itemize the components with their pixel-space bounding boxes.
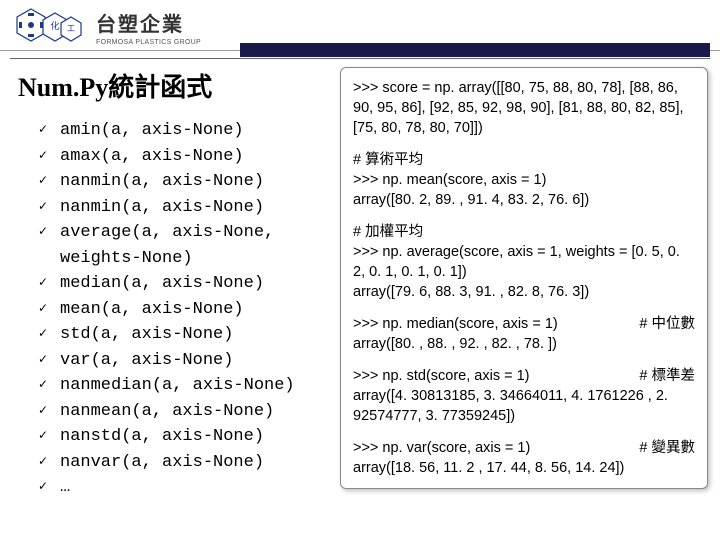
code-line: >>> np. average(score, axis = 1, weights… [353, 242, 695, 282]
code-block-std: >>> np. std(score, axis = 1) # 標準差 array… [353, 366, 695, 426]
list-item: mean(a, axis-None) [38, 297, 340, 323]
list-item: var(a, axis-None) [38, 348, 340, 374]
code-line: >>> np. median(score, axis = 1) [353, 316, 558, 332]
code-block-var: >>> np. var(score, axis = 1) # 變異數 array… [353, 438, 695, 478]
code-comment: # 加權平均 [353, 224, 423, 240]
list-item: average(a, axis-None, weights-None) [38, 220, 340, 271]
left-column: Num.Py統計函式 amin(a, axis-None) amax(a, ax… [0, 67, 340, 501]
brand-zh: 台塑企業 [96, 8, 201, 37]
code-block-median: >>> np. median(score, axis = 1) # 中位數 ar… [353, 314, 695, 354]
brand-en: FORMOSA PLASTICS GROUP [96, 39, 201, 46]
list-item: nanstd(a, axis-None) [38, 424, 340, 450]
code-card: >>> score = np. array([[80, 75, 88, 80, … [340, 67, 708, 489]
code-line: >>> score = np. array([[80, 75, 88, 80, … [353, 80, 684, 136]
accent-bar [240, 43, 710, 57]
list-item: amax(a, axis-None) [38, 144, 340, 170]
code-line: >>> np. var(score, axis = 1) [353, 440, 530, 456]
function-list: amin(a, axis-None) amax(a, axis-None) na… [18, 118, 340, 501]
code-comment: # 算術平均 [353, 152, 423, 168]
code-block-mean: # 算術平均 >>> np. mean(score, axis = 1) arr… [353, 150, 695, 210]
list-item: median(a, axis-None) [38, 271, 340, 297]
list-item: nanmean(a, axis-None) [38, 399, 340, 425]
right-column: >>> score = np. array([[80, 75, 88, 80, … [340, 67, 720, 501]
logo: 化 工 [10, 6, 90, 48]
code-output: array([80. 2, 89. , 91. 4, 83. 2, 76. 6]… [353, 190, 695, 210]
page-title: Num.Py統計函式 [18, 67, 340, 104]
svg-text:工: 工 [67, 24, 75, 33]
code-line: >>> np. std(score, axis = 1) [353, 368, 530, 384]
code-block-average: # 加權平均 >>> np. average(score, axis = 1, … [353, 222, 695, 302]
code-output: array([80. , 88. , 92. , 82. , 78. ]) [353, 334, 695, 354]
code-comment: # 中位數 [639, 314, 695, 334]
code-comment: # 變異數 [639, 438, 695, 458]
list-item: nanmedian(a, axis-None) [38, 373, 340, 399]
list-item: nanmin(a, axis-None) [38, 195, 340, 221]
code-output: array([18. 56, 11. 2 , 17. 44, 8. 56, 14… [353, 458, 695, 478]
code-output: array([79. 6, 88. 3, 91. , 82. 8, 76. 3]… [353, 282, 695, 302]
list-item: nanvar(a, axis-None) [38, 450, 340, 476]
svg-text:化: 化 [50, 20, 59, 31]
list-item: nanmin(a, axis-None) [38, 169, 340, 195]
code-line: >>> np. mean(score, axis = 1) [353, 170, 695, 190]
code-output: array([4. 30813185, 3. 34664011, 4. 1761… [353, 386, 695, 426]
list-item: std(a, axis-None) [38, 322, 340, 348]
code-block-init: >>> score = np. array([[80, 75, 88, 80, … [353, 78, 695, 138]
code-comment: # 標準差 [639, 366, 695, 386]
brand-text: 台塑企業 FORMOSA PLASTICS GROUP [90, 8, 201, 46]
list-item: … [38, 475, 340, 501]
content-area: Num.Py統計函式 amin(a, axis-None) amax(a, ax… [0, 59, 720, 501]
list-item: amin(a, axis-None) [38, 118, 340, 144]
